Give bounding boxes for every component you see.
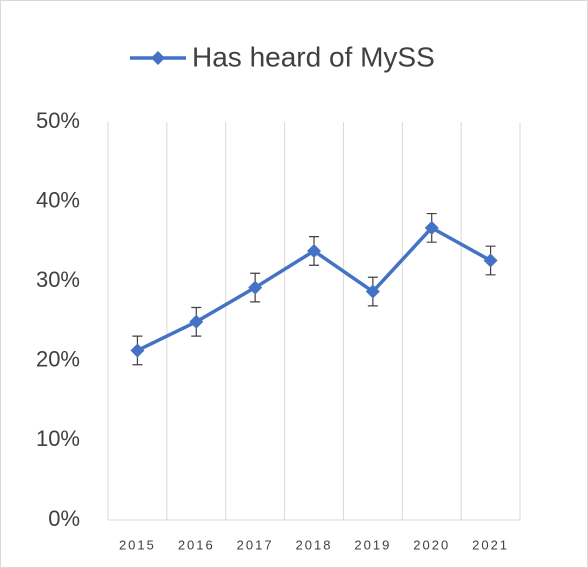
y-tick-label: 50% [36, 108, 80, 133]
marker [307, 243, 321, 258]
marker [483, 253, 498, 268]
marker [424, 220, 439, 235]
x-tick-label: 2015 [119, 537, 156, 552]
y-tick-label: 20% [36, 347, 80, 372]
y-tick-label: 30% [36, 267, 80, 292]
y-tick-label: 40% [36, 187, 80, 212]
x-tick-label: 2018 [296, 537, 333, 552]
legend-marker [151, 51, 165, 65]
y-tick-label: 0% [48, 506, 80, 531]
marker [248, 280, 263, 295]
x-tick-label: 2021 [472, 537, 509, 552]
x-tick-label: 2016 [178, 537, 215, 552]
legend-label: Has heard of MySS [192, 41, 435, 72]
marker [365, 284, 380, 299]
marker [130, 343, 145, 358]
marker [189, 314, 204, 329]
y-tick-label: 10% [36, 426, 80, 451]
x-tick-label: 2017 [237, 537, 274, 552]
x-tick-label: 2020 [413, 537, 450, 552]
x-tick-label: 2019 [354, 537, 391, 552]
